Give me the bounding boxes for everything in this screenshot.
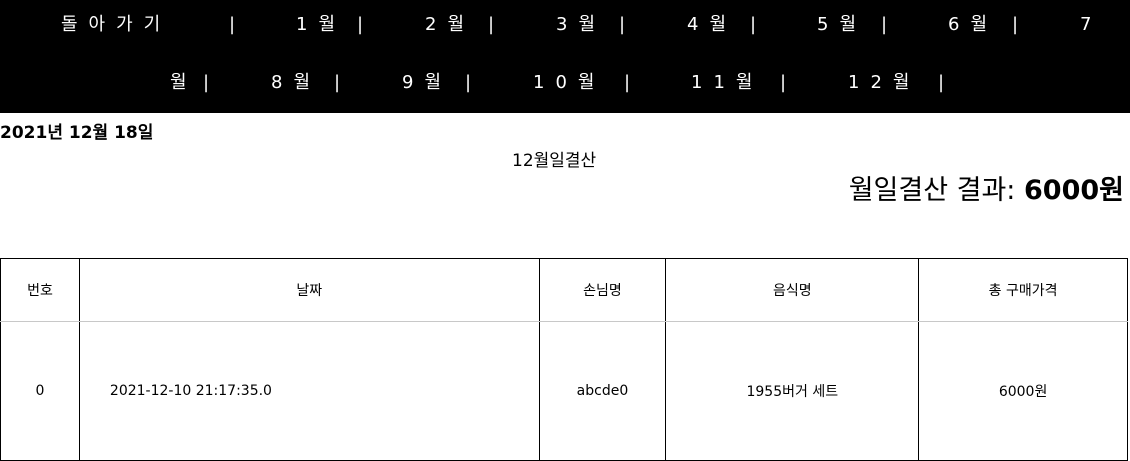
- nav-separator: |: [938, 72, 945, 93]
- nav-month-6[interactable]: 6월: [948, 14, 999, 35]
- nav-back-link[interactable]: 돌아가기: [61, 14, 172, 35]
- nav-month-2[interactable]: 2월: [425, 14, 476, 35]
- nav-separator: |: [1012, 14, 1019, 35]
- nav-month-4[interactable]: 4월: [687, 14, 738, 35]
- cell-date: 2021-12-10 21:17:35.0: [78, 321, 540, 461]
- table-header-row: 번호 날짜 손님명 음식명 총 구매가격: [0, 258, 1128, 322]
- nav-month-12[interactable]: 12월: [848, 72, 921, 93]
- nav-separator: |: [619, 14, 626, 35]
- sales-table: 번호 날짜 손님명 음식명 총 구매가격 0 2021-12-10 21:17:…: [0, 258, 1128, 461]
- nav-month-10[interactable]: 10월: [533, 72, 606, 93]
- nav-separator: |: [780, 72, 787, 93]
- nav-month-7-part1[interactable]: 7: [1080, 14, 1103, 35]
- header-date: 날짜: [78, 258, 540, 322]
- nav-month-8[interactable]: 8월: [271, 72, 322, 93]
- header-total: 총 구매가격: [918, 258, 1128, 322]
- date-heading: 2021년 12월 18일: [0, 123, 154, 143]
- result-amount: 6000원: [1024, 175, 1124, 206]
- nav-separator: |: [334, 72, 341, 93]
- nav-month-5[interactable]: 5월: [817, 14, 868, 35]
- cell-food: 1955버거 세트: [665, 321, 920, 461]
- top-nav: 돌아가기 | 1월 | 2월 | 3월 | 4월 | 5월 | 6월 | 7 월…: [0, 0, 1130, 113]
- nav-month-1[interactable]: 1월: [296, 14, 347, 35]
- nav-separator: |: [488, 14, 495, 35]
- table-row: 0 2021-12-10 21:17:35.0 abcde0 1955버거 세트…: [0, 321, 1128, 461]
- cell-total: 6000원: [918, 321, 1128, 461]
- nav-separator: |: [465, 72, 472, 93]
- nav-month-11[interactable]: 11월: [691, 72, 764, 93]
- nav-separator: |: [750, 14, 757, 35]
- header-number: 번호: [0, 258, 80, 322]
- nav-month-9[interactable]: 9월: [402, 72, 453, 93]
- nav-month-7-part2[interactable]: 월: [170, 72, 198, 93]
- cell-number: 0: [0, 321, 80, 461]
- page-subtitle: 12월일결산: [512, 151, 597, 171]
- header-customer: 손님명: [538, 258, 667, 322]
- nav-separator: |: [229, 14, 236, 35]
- header-food: 음식명: [665, 258, 920, 322]
- result-label: 월일결산 결과:: [848, 175, 1024, 206]
- nav-separator: |: [624, 72, 631, 93]
- cell-customer: abcde0: [538, 321, 667, 461]
- result-summary: 월일결산 결과: 6000원: [849, 168, 1124, 207]
- nav-month-3[interactable]: 3월: [556, 14, 607, 35]
- nav-separator: |: [881, 14, 888, 35]
- nav-separator: |: [357, 14, 364, 35]
- nav-separator: |: [203, 72, 210, 93]
